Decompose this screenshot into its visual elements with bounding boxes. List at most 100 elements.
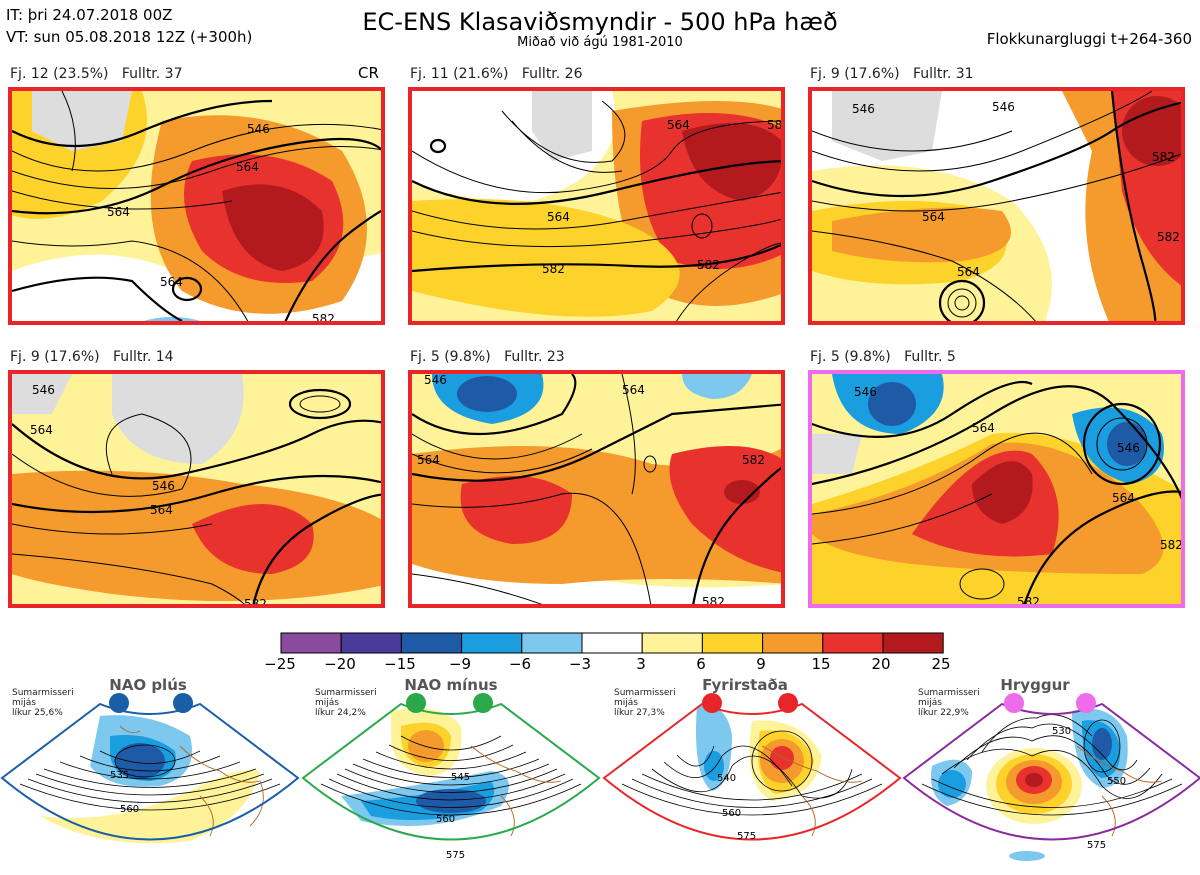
contour-label: 564 — [667, 118, 690, 132]
contour-label: 564 — [150, 503, 173, 517]
regime-nao-plus: Sumarmisseri mijás líkur 25,6% NAO plús 53… — [0, 676, 300, 871]
regime-title: NAO plús — [109, 676, 187, 694]
colorbar-tick: 6 — [696, 655, 706, 673]
contour-label: 582 — [312, 312, 335, 325]
colorbar-cell — [822, 632, 884, 654]
regime-map-1: 535 560 — [0, 693, 300, 844]
colorbar-cell — [280, 632, 342, 654]
contour-label: 546 — [992, 100, 1015, 114]
contour-label: 560 — [120, 804, 139, 815]
regime-map-2: 545 560 575 — [301, 693, 601, 861]
colorbar-cell — [641, 632, 703, 654]
contour-label: 575 — [1087, 840, 1106, 851]
map-panel-2: 564 582 564 582 582 — [408, 87, 785, 325]
header-center: EC-ENS Klasaviðsmyndir - 500 hPa hæð Mið… — [0, 8, 1200, 50]
regime-map-4: 530 550 575 — [902, 693, 1200, 861]
page-title: EC-ENS Klasaviðsmyndir - 500 hPa hæð — [362, 8, 838, 36]
colorbar-cell — [762, 632, 824, 654]
colorbar-cell — [581, 632, 643, 654]
regime-info: Sumarmisseri mijás líkur 25,6% — [12, 688, 74, 718]
contour-label: 582 — [697, 258, 720, 272]
contour-label: 582 — [702, 595, 725, 608]
contour-label: 564 — [417, 453, 440, 467]
contour-label: 582 — [767, 118, 785, 132]
regime-ridge: Sumarmisseri mijás líkur 22,9% Hryggur 530 — [902, 676, 1200, 871]
regime-title: Hryggur — [1000, 676, 1070, 694]
regime-marker — [173, 693, 193, 713]
contour-label: 564 — [30, 423, 53, 437]
regime-info: Sumarmisseri mijás líkur 27,3% — [614, 688, 676, 718]
anomaly-map-4: 564 546 546 564 582 — [12, 374, 381, 608]
contour-label: 575 — [446, 850, 465, 861]
contour-label: 546 — [854, 385, 877, 399]
panel-1-label: Fj. 12 (23.5%) Fulltr. 37 — [10, 66, 183, 82]
valid-time: VT: sun 05.08.2018 12Z (+300h) — [6, 28, 253, 46]
contour-label: 530 — [1052, 726, 1071, 737]
regime-nao-minus: Sumarmisseri mijás líkur 24,2% NAO mínus 5… — [301, 676, 601, 871]
contour-label: 564 — [107, 205, 130, 219]
panel-5-label: Fj. 5 (9.8%) Fulltr. 23 — [410, 349, 565, 365]
colorbar-cell — [340, 632, 402, 654]
contour-label: 535 — [110, 770, 129, 781]
colorbar-cell — [521, 632, 583, 654]
map-panel-5: 546 564 564 582 582 — [408, 370, 785, 608]
regime-info: Sumarmisseri mijás líkur 22,9% — [918, 688, 980, 718]
regime-marker — [473, 693, 493, 713]
regime-map-3: 540 560 575 — [602, 693, 902, 842]
contour-label: 582 — [542, 262, 565, 276]
regime-marker — [1076, 693, 1096, 713]
contour-label: 582 — [1152, 150, 1175, 164]
panel-2-label: Fj. 11 (21.6%) Fulltr. 26 — [410, 66, 583, 82]
contour-label: 564 — [1112, 491, 1135, 505]
cluster-window: Flokkunargluggi t+264-360 — [986, 30, 1192, 48]
map-panel-6: 546 564 546 564 582 582 — [808, 370, 1185, 608]
regime-marker — [778, 693, 798, 713]
contour-label: 546 — [152, 479, 175, 493]
anomaly-map-1: 546 564 564 564 582 — [12, 91, 381, 325]
contour-label: 582 — [742, 453, 765, 467]
contour-label: 550 — [1107, 776, 1126, 787]
contour-label: 582 — [1017, 595, 1040, 608]
anomaly-map-3: 546 546 564 564 582 582 — [812, 91, 1181, 321]
contour-label: 582 — [1157, 230, 1180, 244]
cr-label: CR — [358, 64, 379, 82]
map-panel-1: 546 564 564 564 582 — [8, 87, 385, 325]
map-panel-3: 546 546 564 564 582 582 — [808, 87, 1185, 325]
colorbar-tick: −15 — [384, 655, 416, 673]
page-subtitle: Miðað við ágú 1981-2010 — [517, 35, 683, 50]
colorbar-tick: −20 — [324, 655, 356, 673]
regime-title: NAO mínus — [404, 676, 498, 694]
regime-marker — [406, 693, 426, 713]
colorbar-tick: −3 — [568, 655, 592, 673]
contour-label: 545 — [451, 772, 470, 783]
contour-label: 564 — [547, 210, 570, 224]
colorbar-tick: −9 — [448, 655, 472, 673]
anomaly-map-5: 546 564 564 582 582 — [412, 374, 781, 608]
colorbar-tick: 3 — [636, 655, 646, 673]
colorbar-tick: 15 — [811, 655, 831, 673]
regime-marker — [109, 693, 129, 713]
contour-label: 564 — [236, 160, 259, 174]
regime-info: Sumarmisseri mijás líkur 24,2% — [315, 688, 377, 718]
colorbar-tick: −6 — [508, 655, 532, 673]
contour-label: 546 — [32, 383, 55, 397]
contour-label: 564 — [160, 275, 183, 289]
init-time: IT: þri 24.07.2018 00Z — [6, 6, 173, 24]
colorbar — [280, 632, 944, 654]
colorbar-tick: 9 — [756, 655, 766, 673]
anomaly-map-6: 546 564 546 564 582 582 — [812, 374, 1183, 608]
contour-label: 546 — [1117, 441, 1140, 455]
colorbar-cell — [882, 632, 944, 654]
contour-label: 564 — [972, 421, 995, 435]
colorbar-tick: 20 — [871, 655, 891, 673]
panel-4-label: Fj. 9 (17.6%) Fulltr. 14 — [10, 349, 174, 365]
contour-label: 575 — [737, 831, 756, 842]
contour-label: 564 — [922, 210, 945, 224]
contour-label: 546 — [247, 122, 270, 136]
contour-label: 582 — [1160, 538, 1183, 552]
anomaly-map-2: 564 582 564 582 582 — [412, 91, 785, 321]
regime-marker — [702, 693, 722, 713]
contour-label: 582 — [244, 597, 267, 608]
contour-label: 564 — [622, 383, 645, 397]
contour-label: 546 — [424, 374, 447, 387]
